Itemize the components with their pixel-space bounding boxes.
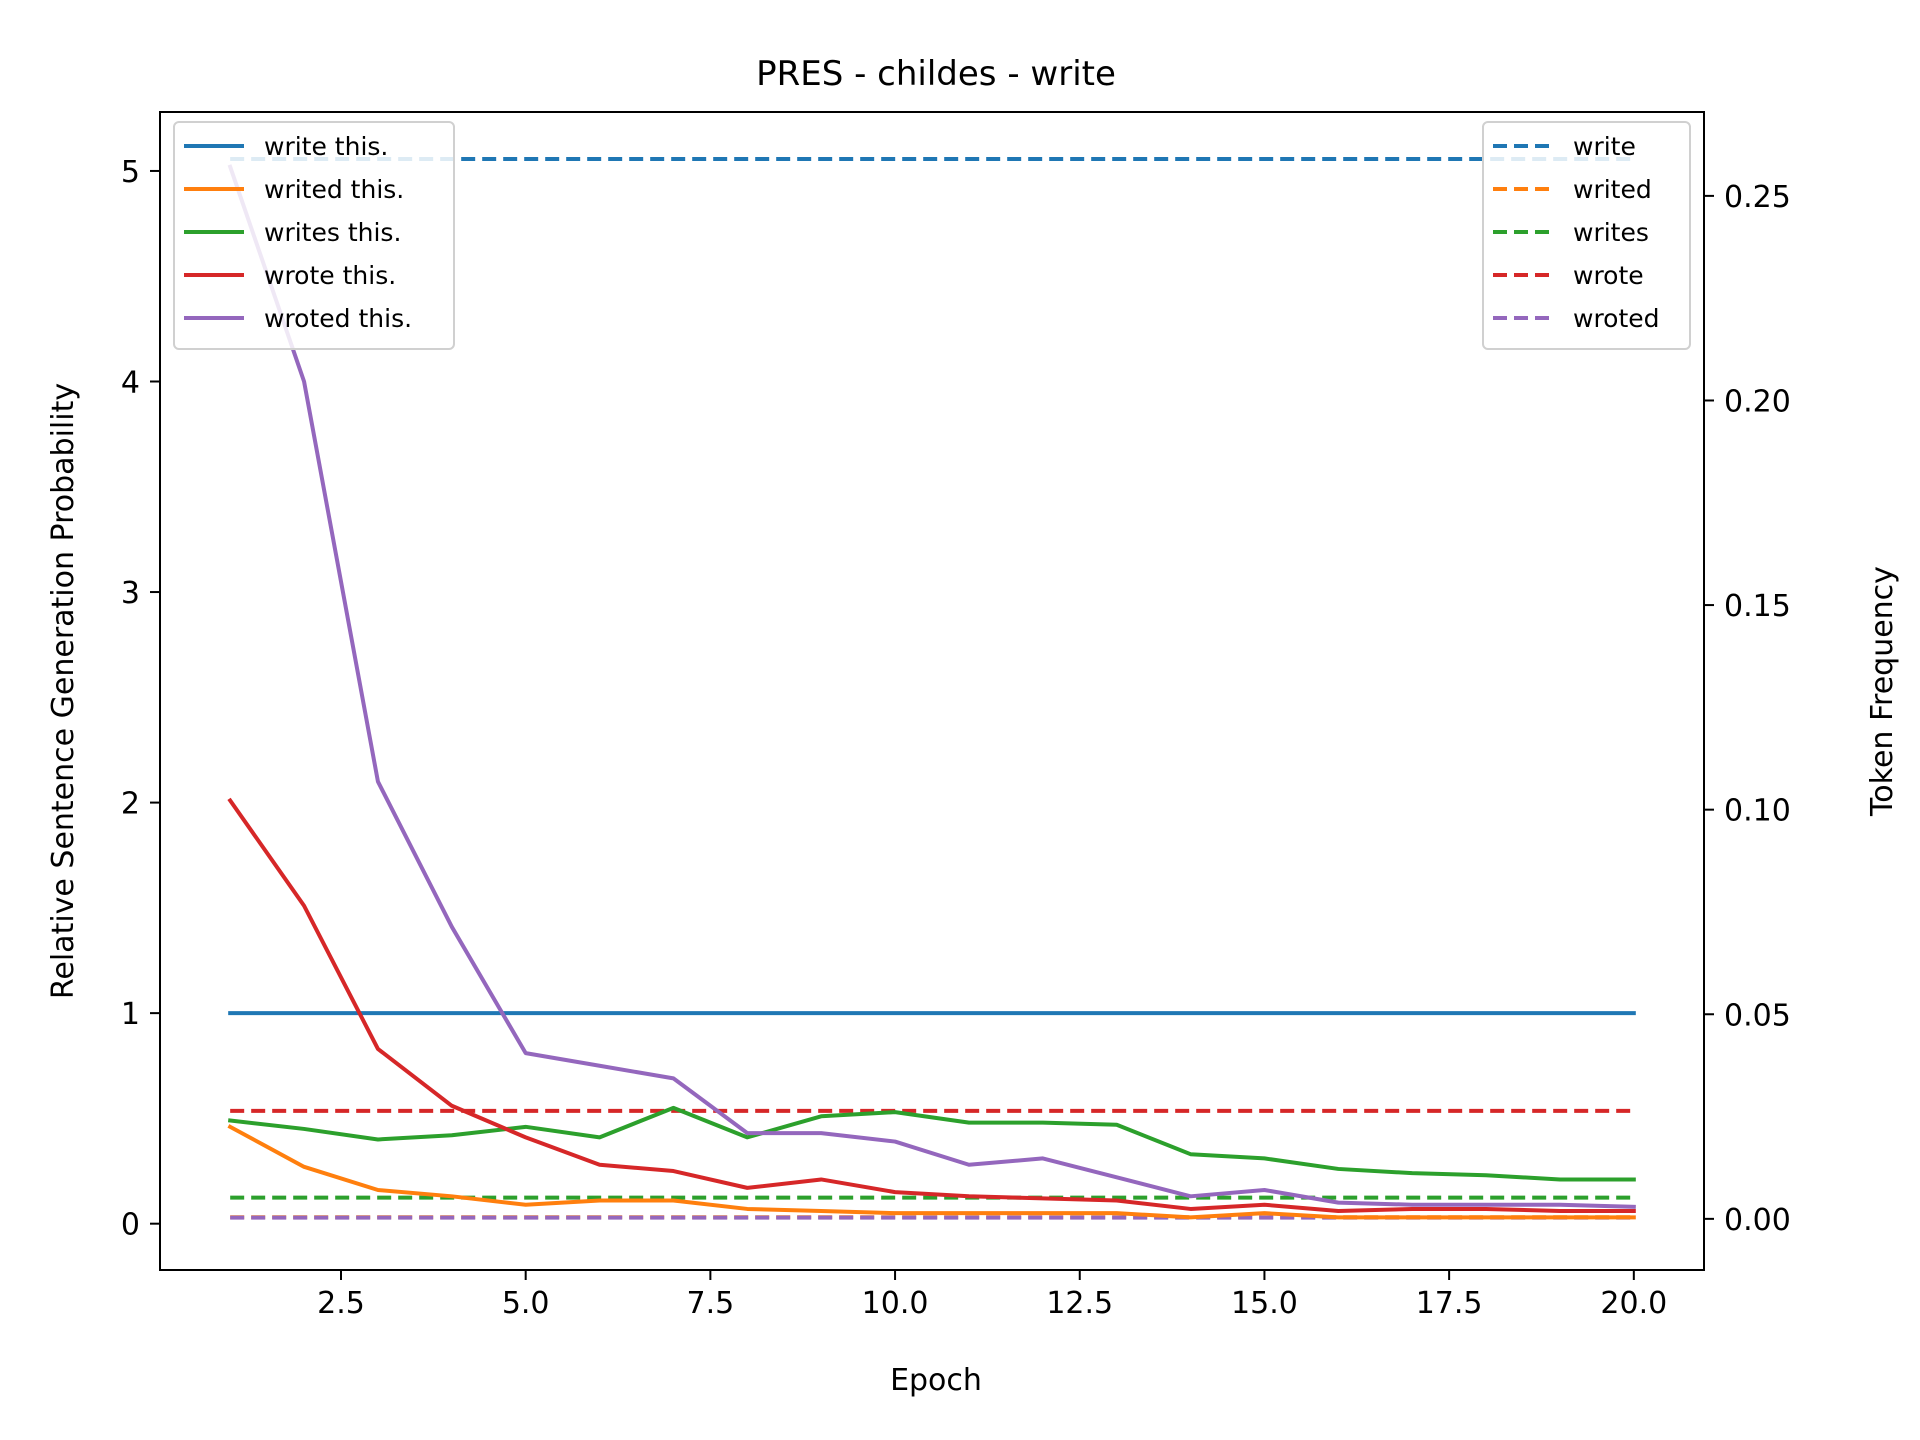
legend-label: writes this.: [264, 218, 401, 247]
y2-tick-label: 0.20: [1724, 384, 1791, 419]
x-axis-label: Epoch: [890, 1363, 982, 1398]
x-tick-label: 5.0: [502, 1286, 550, 1321]
y-tick-label: 4: [121, 365, 140, 400]
y-tick-label: 3: [121, 576, 140, 611]
x-tick-label: 15.0: [1231, 1286, 1298, 1321]
x-tick-label: 10.0: [862, 1286, 929, 1321]
y-tick-label: 5: [121, 155, 140, 190]
series-line-writes-this-: [227, 1105, 1636, 1182]
x-tick-label: 2.5: [317, 1286, 365, 1321]
y2-tick-label: 0.25: [1724, 180, 1791, 215]
y2-axis-label: Token Frequency: [1865, 566, 1900, 817]
legend-label: writed: [1573, 175, 1652, 204]
legend-label: wrote this.: [264, 261, 396, 290]
legend-box: [173, 121, 455, 350]
chart-title: PRES - childes - write: [756, 54, 1116, 94]
plot-layer: [227, 157, 1636, 1220]
y-tick-label: 1: [121, 997, 140, 1032]
legend-label: wroted: [1573, 304, 1660, 333]
y2-tick-label: 0.00: [1724, 1203, 1791, 1238]
y2-tick-label: 0.15: [1724, 589, 1791, 624]
x-tick-label: 17.5: [1416, 1286, 1483, 1321]
series-line-writed-this-: [227, 1124, 1636, 1220]
axes-layer: 2.5 5.0 7.5 10.0 12.5 15.0 17.5 20.0 0 1 2 3 4 5 0.00 0…: [121, 111, 1791, 1321]
x-tick-label: 20.0: [1600, 1286, 1667, 1321]
legend-frequencies: write writed writes wrote wroted: [1482, 121, 1691, 350]
legend-label: writes: [1573, 218, 1649, 247]
legend-label: write: [1573, 132, 1636, 161]
series-line-wrote-this-: [227, 797, 1636, 1214]
legend-label: wroted this.: [264, 304, 412, 333]
y2-tick-label: 0.05: [1724, 998, 1791, 1033]
plot-frame: [159, 111, 1705, 1271]
x-tick-label: 12.5: [1046, 1286, 1113, 1321]
legend-sentences: write this. writed this. writes this. wrote…: [173, 121, 455, 350]
y-tick-label: 2: [121, 787, 140, 822]
y-tick-label: 0: [121, 1208, 140, 1243]
legend-label: wrote: [1573, 261, 1644, 290]
x-tick-label: 7.5: [687, 1286, 735, 1321]
legend-label: write this.: [264, 132, 388, 161]
y-axis-label: Relative Sentence Generation Probability: [46, 383, 81, 999]
legend-box: [1482, 121, 1691, 350]
legend-label: writed this.: [264, 175, 404, 204]
y2-tick-label: 0.10: [1724, 794, 1791, 829]
series-line-wroted-this-: [227, 164, 1636, 1209]
